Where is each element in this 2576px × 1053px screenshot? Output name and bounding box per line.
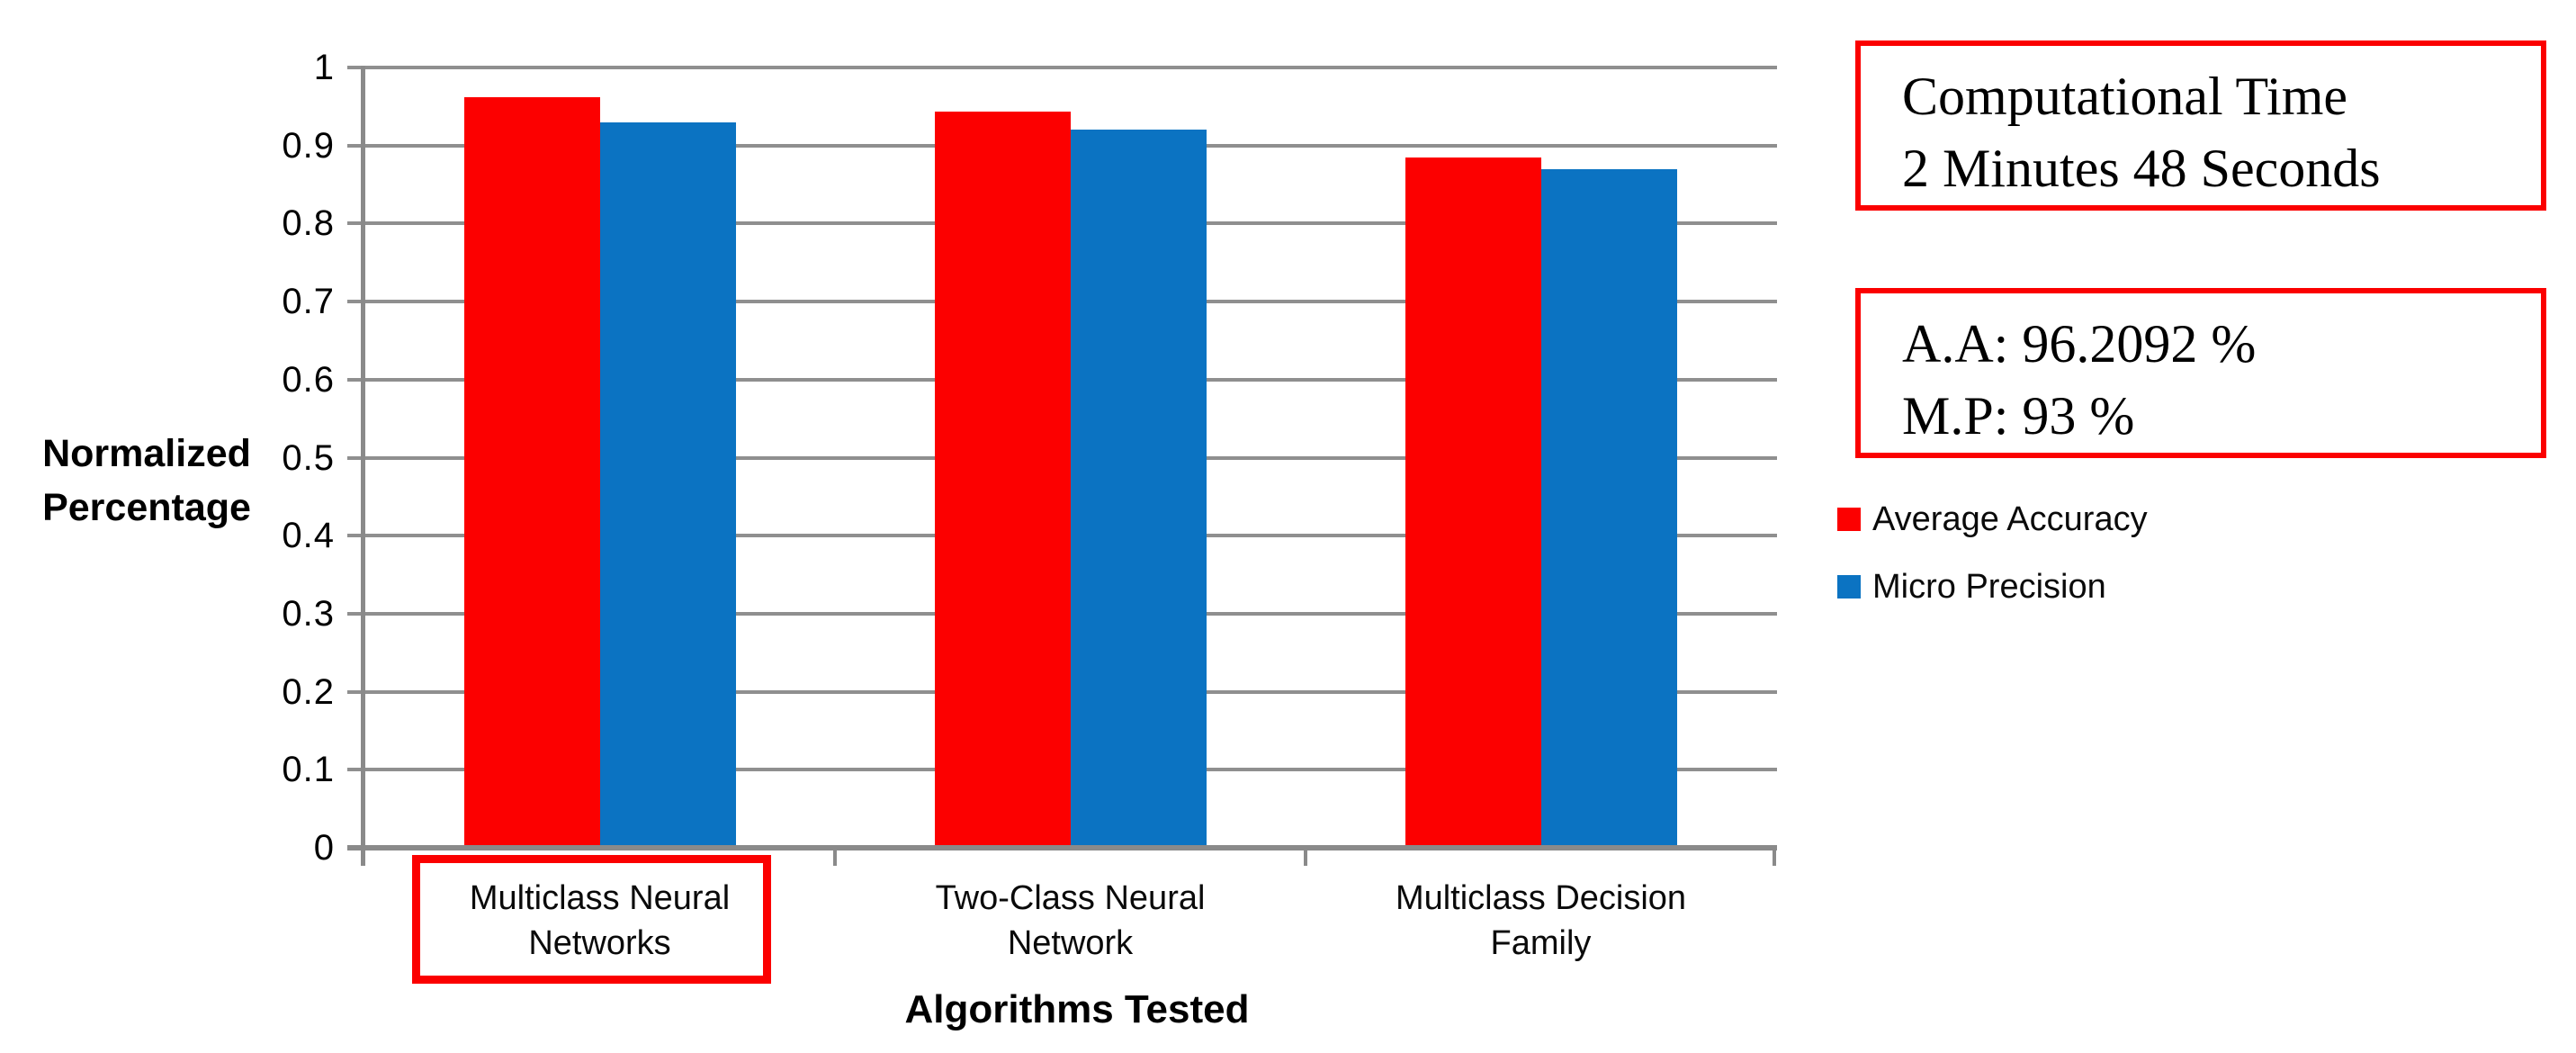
gridline-1 [347,66,1777,69]
y-tick-label-0.3: 0.3 [282,593,335,634]
y-tick-label-0.8: 0.8 [282,203,335,244]
x-axis-tick-1 [833,848,837,866]
bar-micro-precision-3 [1541,168,1677,848]
x-axis-tick-3 [1773,848,1776,866]
y-tick-label-0.4: 0.4 [282,516,335,556]
bar-average-accuracy-1 [464,96,600,848]
bar-micro-precision-1 [600,122,736,848]
bar-average-accuracy-2 [935,112,1071,848]
y-tick-label-0.7: 0.7 [282,282,335,322]
category-label-3: Multiclass Decision Family [1316,876,1766,966]
category-label-1: Multiclass Neural Networks [375,876,825,966]
bar-average-accuracy-3 [1405,157,1541,848]
category-label-3-line1: Multiclass Decision [1395,879,1687,917]
category-label-2: Two-Class Neural Network [846,876,1296,966]
x-axis-tick-2 [1304,848,1307,866]
y-axis-title-line1: Normalized [42,432,251,475]
category-label-3-line2: Family [1490,924,1592,962]
results-line2-micro-precision: M.P: 93 % [1902,386,2135,446]
x-axis-line [347,845,1777,850]
computational-time-box: Computational Time 2 Minutes 48 Seconds [1855,40,2546,211]
category-label-2-line2: Network [1007,924,1134,962]
category-label-1-line2: Networks [528,924,671,962]
y-tick-label-0.6: 0.6 [282,359,335,400]
y-axis-title: Normalized Percentage [16,427,277,535]
x-axis-title: Algorithms Tested [904,987,1250,1031]
results-box: A.A: 96.2092 % M.P: 93 % [1855,288,2546,458]
y-tick-label-1: 1 [313,48,335,87]
y-axis-line [361,66,365,866]
y-axis-title-line2: Percentage [42,486,251,529]
x-axis-tick-0 [361,848,364,866]
legend-swatch-icon [1837,508,1861,531]
bar-micro-precision-2 [1071,130,1207,848]
category-label-1-line1: Multiclass Neural [469,879,731,917]
legend-item-average-accuracy: Average Accuracy [1837,498,2148,541]
y-tick-label-0.1: 0.1 [282,750,335,790]
legend-item-micro-precision: Micro Precision [1837,565,2106,608]
results-line1-average-accuracy: A.A: 96.2092 % [1902,314,2257,374]
computational-time-line2: 2 Minutes 48 Seconds [1902,139,2381,198]
highlighted-category-box [412,855,771,984]
y-tick-label-0.9: 0.9 [282,125,335,166]
category-label-2-line1: Two-Class Neural [935,879,1206,917]
y-tick-label-0.2: 0.2 [282,671,335,712]
computational-time-line1: Computational Time [1902,67,2348,126]
legend-label: Micro Precision [1872,567,2106,606]
legend-swatch-icon [1837,575,1861,598]
y-tick-label-0: 0 [313,828,335,868]
y-tick-label-0.5: 0.5 [282,437,335,478]
legend-label: Average Accuracy [1872,500,2148,538]
